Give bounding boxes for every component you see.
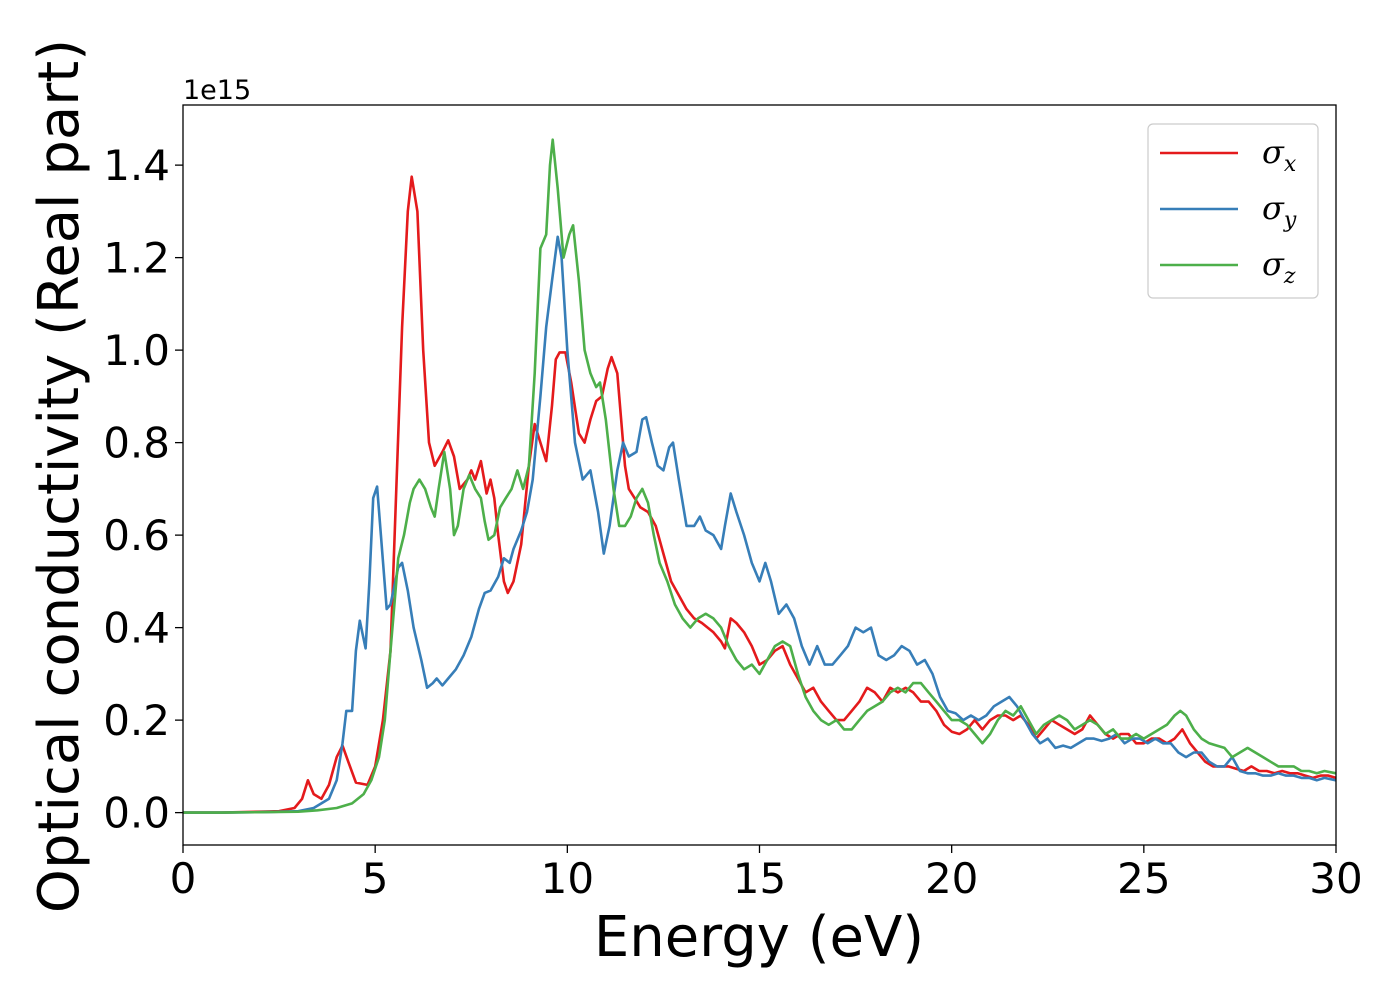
y-tick-label: 1.2	[103, 234, 170, 283]
x-tick-label: 15	[733, 854, 786, 903]
y-tick-label: 1.4	[103, 141, 170, 190]
y-tick-label: 1.0	[103, 326, 170, 375]
series-line-y	[183, 235, 1337, 814]
legend-label-y: σy	[1262, 189, 1297, 233]
x-tick-label: 20	[925, 854, 978, 903]
x-tick-label: 0	[170, 854, 197, 903]
series-line-z	[183, 138, 1337, 814]
y-tick-label: 0.4	[103, 604, 170, 653]
legend-box	[1147, 123, 1319, 299]
series-line-x	[183, 175, 1337, 814]
x-tick-label: 25	[1117, 854, 1170, 903]
y-offset-label: 1e15	[183, 75, 251, 106]
y-axis: 0.0 0.2 0.4 0.6 0.8 1.0 1.2 1.4	[103, 141, 183, 838]
series-layer	[183, 138, 1337, 814]
x-tick-label: 10	[541, 854, 594, 903]
y-tick-label: 0.2	[103, 696, 170, 745]
x-tick-label: 30	[1309, 854, 1362, 903]
x-tick-label: 5	[362, 854, 389, 903]
x-axis: 0 5 10 15 20 25 30	[170, 845, 1363, 903]
y-tick-label: 0.6	[103, 511, 170, 560]
y-axis-title: Optical conductivity (Real part)	[27, 39, 92, 913]
y-tick-label: 0.8	[103, 419, 170, 468]
y-tick-label: 0.0	[103, 789, 170, 838]
x-axis-title: Energy (eV)	[594, 905, 924, 970]
plot-area	[183, 105, 1336, 845]
